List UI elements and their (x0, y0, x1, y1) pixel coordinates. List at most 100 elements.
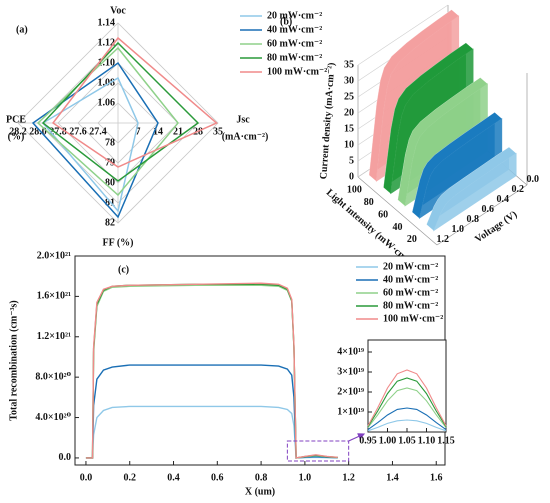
x-tick-label: 0.0 (80, 472, 93, 483)
y-tick-label: 35 (344, 59, 354, 70)
y-tick-label: 8.0×10²⁰ (35, 371, 71, 382)
x-tick-label: 1.0 (451, 224, 464, 235)
x-tick-label: 0.95 (359, 435, 377, 446)
y-tick-label: 2.0×10²¹ (37, 250, 71, 261)
zoom-arrow (348, 433, 366, 442)
tick-label: 1.06 (98, 97, 116, 108)
tick-label: 21 (173, 126, 183, 137)
y-tick-label: 3×10¹⁹ (337, 366, 364, 377)
z-tick-label: 100 (347, 185, 362, 196)
y-tick-label: 5 (349, 155, 354, 166)
z-tick-label: 80 (364, 197, 374, 208)
x-tick-label: 1.0 (299, 472, 312, 483)
plot-frame (367, 339, 447, 433)
series-line (85, 282, 338, 459)
axis-unit: (mA·cm⁻²) (222, 131, 269, 142)
z-tick-label: 40 (392, 222, 402, 233)
z-tick-label: 60 (378, 209, 388, 220)
x-tick-label: 0.4 (167, 472, 180, 483)
radar-series (36, 46, 179, 197)
series-line (367, 419, 447, 432)
x-tick-label: 0.8 (466, 214, 479, 225)
x-axis-title: X (um) (245, 486, 275, 497)
grid-line (357, 4, 449, 66)
x-tick-label: 0.6 (211, 472, 224, 483)
tick-label: 14 (153, 126, 163, 137)
tick-label: 82 (105, 217, 115, 228)
x-tick-label: 1.00 (379, 435, 397, 446)
tick-label: 28.0 (29, 126, 47, 137)
y-tick-label: 1×10¹⁹ (337, 406, 364, 417)
series-line (367, 407, 447, 431)
y-tick-label: 2×10¹⁹ (337, 386, 364, 397)
y-tick-label: 15 (344, 123, 354, 134)
legend-label: 80 mW·cm⁻² (267, 52, 322, 63)
x-tick-label: 1.2 (436, 234, 449, 245)
series-line (367, 377, 447, 427)
y-tick-label: 1.2×10²¹ (37, 331, 71, 342)
x-tick-label: 1.15 (437, 435, 455, 446)
x-tick-label: 0.6 (481, 204, 494, 215)
tick-label: 28.2 (9, 126, 27, 137)
axis-title: PCE (6, 114, 26, 125)
series-line (367, 387, 447, 428)
tick-label: 81 (105, 197, 115, 208)
axis-title: FF (%) (102, 237, 133, 248)
legend-label: 60 mW·cm⁻² (383, 287, 438, 298)
legend-label: 100 mW·cm⁻² (267, 66, 327, 77)
legend-label: 60 mW·cm⁻² (267, 38, 322, 49)
x-tick-label: 1.6 (430, 472, 443, 483)
zoom-box (286, 440, 350, 462)
radar-series (41, 41, 200, 182)
tick-label: 27.8 (49, 126, 67, 137)
legend-label: 20 mW·cm⁻² (383, 261, 438, 272)
slab-front (433, 152, 517, 232)
legend-label: 80 mW·cm⁻² (383, 300, 438, 311)
x-tick-label: 0.2 (123, 472, 136, 483)
axis-title: Voc (110, 5, 126, 16)
x-tick-label: 1.4 (386, 472, 399, 483)
z-tick-label: 20 (407, 234, 417, 245)
tick-label: 7 (136, 126, 141, 137)
legend-label: 100 mW·cm⁻² (383, 313, 443, 324)
axis-title: Jsc (236, 114, 250, 125)
y-tick-label: 30 (344, 75, 354, 86)
x-axis-title: Voltage (V) (473, 209, 519, 245)
series-line (367, 369, 447, 427)
y-tick-label: 4×10¹⁹ (337, 346, 364, 357)
tick-label: 27.6 (69, 126, 87, 137)
y-tick-label: 0.0 (59, 452, 72, 463)
panel-label: (c) (118, 264, 129, 275)
y-tick-label: 10 (344, 139, 354, 150)
x-tick-label: 1.10 (418, 435, 436, 446)
x-tick-label: 0.2 (511, 184, 524, 195)
tick-label: 1.14 (98, 17, 116, 28)
radar-series (51, 36, 218, 168)
panel-label: (a) (16, 24, 28, 35)
tick-label: 35 (213, 126, 223, 137)
x-tick-label: 1.2 (342, 472, 355, 483)
box-edge (436, 184, 528, 246)
x-tick-label: 0.0 (526, 174, 539, 185)
tick-label: 1.10 (98, 57, 116, 68)
panel-label: (b) (280, 16, 292, 27)
legend-label: 20 mW·cm⁻² (267, 10, 322, 21)
y-tick-label: 1.6×10²¹ (37, 291, 71, 302)
tick-label: 79 (105, 157, 115, 168)
tick-label: 1.12 (98, 37, 116, 48)
y-axis-title: Total recombination (cm⁻³s) (8, 300, 19, 421)
axis-unit: (%) (8, 131, 25, 142)
x-tick-label: 0.8 (255, 472, 268, 483)
x-tick-label: 0.4 (496, 194, 509, 205)
box-edge (357, 176, 438, 246)
tick-label: 27.4 (89, 126, 107, 137)
legend-label: 40 mW·cm⁻² (267, 24, 322, 35)
tick-label: 1.08 (98, 77, 116, 88)
y-tick-label: 20 (344, 107, 354, 118)
y-tick-label: 25 (344, 91, 354, 102)
radar-series (41, 76, 139, 213)
y-axis-title: Current density (mA·cm⁻²) (318, 62, 337, 179)
tick-label: 78 (105, 137, 115, 148)
legend-label: 40 mW·cm⁻² (383, 274, 438, 285)
